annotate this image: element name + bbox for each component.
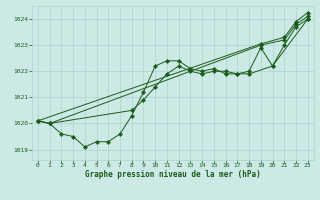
X-axis label: Graphe pression niveau de la mer (hPa): Graphe pression niveau de la mer (hPa) <box>85 170 261 179</box>
